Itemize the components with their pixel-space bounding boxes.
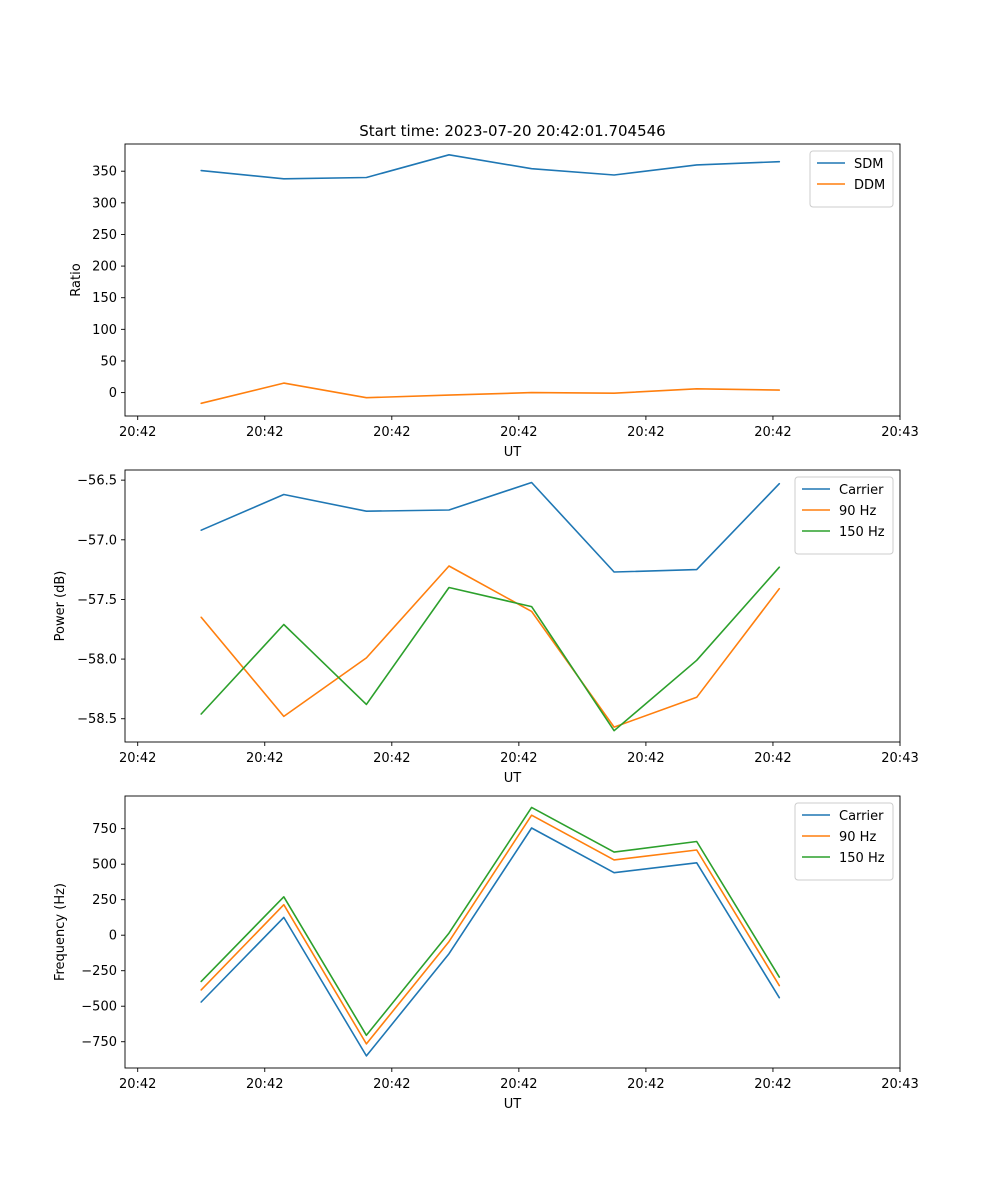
power-legend-label-90-hz: 90 Hz (839, 504, 876, 519)
ratio-y-tick-label: 100 (92, 323, 117, 338)
frequency-legend (794, 802, 894, 881)
power-series-150-hz-line (200, 566, 781, 732)
power-x-tick-label: 20:42 (246, 751, 283, 766)
frequency-x-tick-label: 20:42 (246, 1077, 283, 1092)
frequency-y-tick-label: 750 (92, 822, 117, 837)
power-y-tick-label: −56.5 (77, 474, 117, 489)
power-series-90-hz-line (200, 565, 781, 728)
ratio-x-tick-label: 20:42 (627, 425, 664, 440)
power-x-tick-label: 20:43 (881, 751, 918, 766)
frequency-y-tick-label: 0 (109, 929, 117, 944)
ratio-x-tick-label: 20:42 (246, 425, 283, 440)
ratio-y-tick-label: 250 (92, 228, 117, 243)
ratio-series-ddm-line (200, 382, 781, 405)
frequency-legend-label-90-hz: 90 Hz (839, 830, 876, 845)
frequency-x-tick-label: 20:43 (881, 1077, 918, 1092)
power-axes-frame (124, 469, 901, 743)
ratio-x-tick-label: 20:42 (373, 425, 410, 440)
power-x-axis-label: UT (504, 771, 522, 786)
power-x-tick-label: 20:42 (627, 751, 664, 766)
ratio-x-tick-label: 20:42 (119, 425, 156, 440)
frequency-series-150-hz-line (200, 806, 781, 1037)
ratio-y-tick-label: 50 (100, 354, 117, 369)
ratio-legend-label-ddm: DDM (854, 178, 885, 193)
ratio-y-tick-label: 0 (109, 386, 117, 401)
frequency-x-tick-label: 20:42 (627, 1077, 664, 1092)
frequency-y-tick-label: 500 (92, 858, 117, 873)
power-y-axis-label: Power (dB) (53, 571, 68, 642)
frequency-y-axis-label: Frequency (Hz) (53, 883, 68, 981)
ratio-series-sdm-line (200, 154, 781, 180)
frequency-legend-label-carrier: Carrier (839, 809, 884, 824)
power-y-tick-label: −58.5 (77, 712, 117, 727)
frequency-axes-frame (124, 795, 901, 1069)
power-series-carrier-line (200, 481, 781, 573)
ratio-x-tick-label: 20:42 (500, 425, 537, 440)
frequency-x-tick-label: 20:42 (119, 1077, 156, 1092)
frequency-series-90-hz-line (200, 814, 781, 1045)
power-x-tick-label: 20:42 (119, 751, 156, 766)
ratio-axes-frame (124, 143, 901, 417)
frequency-x-tick-label: 20:42 (373, 1077, 410, 1092)
power-y-tick-label: −57.0 (77, 533, 117, 548)
frequency-y-tick-label: −500 (81, 1000, 117, 1015)
ratio-x-tick-label: 20:43 (881, 425, 918, 440)
frequency-series-carrier-line (200, 827, 781, 1057)
ratio-x-axis-label: UT (504, 445, 522, 460)
frequency-y-tick-label: −750 (81, 1035, 117, 1050)
power-x-tick-label: 20:42 (500, 751, 537, 766)
frequency-y-tick-label: −250 (81, 964, 117, 979)
power-x-tick-label: 20:42 (754, 751, 791, 766)
power-x-tick-label: 20:42 (373, 751, 410, 766)
power-legend-label-carrier: Carrier (839, 483, 884, 498)
power-panel: 20:42 20:42 20:42 20:42 20:42 20:42 20:43 −58.5… (53, 469, 919, 786)
frequency-legend-label-150-hz: 150 Hz (839, 851, 885, 866)
ratio-legend (809, 150, 894, 208)
ratio-legend-label-sdm: SDM (854, 157, 883, 172)
ratio-panel: 20:42 20:42 20:42 20:42 20:42 20:42 20:43 0 50 10… (69, 143, 919, 460)
power-legend (794, 476, 894, 555)
frequency-x-axis-label: UT (504, 1097, 522, 1112)
ratio-y-tick-label: 150 (92, 291, 117, 306)
frequency-panel: 20:42 20:42 20:42 20:42 20:42 20:42 20:43 −750 −… (53, 795, 919, 1112)
ratio-y-tick-label: 200 (92, 260, 117, 275)
ratio-x-tick-label: 20:42 (754, 425, 791, 440)
power-y-tick-label: −57.5 (77, 593, 117, 608)
ratio-y-axis-label: Ratio (69, 263, 84, 296)
frequency-y-tick-label: 250 (92, 893, 117, 908)
ratio-y-tick-label: 350 (92, 165, 117, 180)
frequency-x-tick-label: 20:42 (754, 1077, 791, 1092)
figure-title: Start time: 2023-07-20 20:42:01.704546 (359, 122, 665, 140)
power-y-tick-label: −58.0 (77, 653, 117, 668)
ratio-y-tick-label: 300 (92, 196, 117, 211)
power-legend-label-150-hz: 150 Hz (839, 525, 885, 540)
frequency-x-tick-label: 20:42 (500, 1077, 537, 1092)
